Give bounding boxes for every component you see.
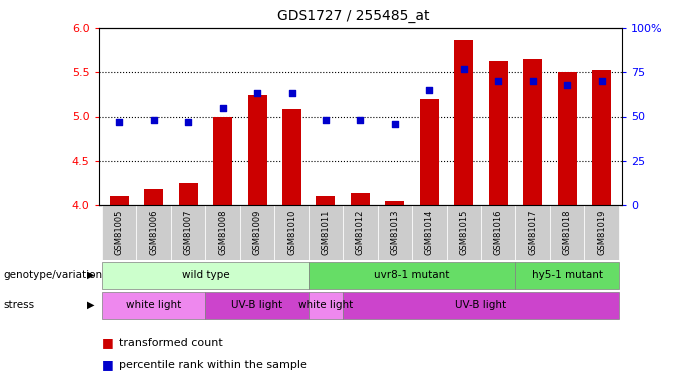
Text: white light: white light <box>126 300 182 310</box>
Bar <box>205 291 309 318</box>
Point <box>320 117 331 123</box>
Text: ▶: ▶ <box>86 270 95 280</box>
Bar <box>447 205 481 260</box>
Text: GSM81008: GSM81008 <box>218 209 227 255</box>
Text: ■: ■ <box>102 358 114 372</box>
Text: ▶: ▶ <box>86 300 95 310</box>
Text: transformed count: transformed count <box>119 338 223 348</box>
Bar <box>240 205 274 260</box>
Bar <box>592 70 611 205</box>
Bar <box>309 291 343 318</box>
Bar <box>515 261 619 288</box>
Text: GSM81013: GSM81013 <box>390 209 399 255</box>
Text: hy5-1 mutant: hy5-1 mutant <box>532 270 602 280</box>
Text: percentile rank within the sample: percentile rank within the sample <box>119 360 307 370</box>
Bar <box>515 205 550 260</box>
Bar <box>213 117 232 205</box>
Text: GSM81007: GSM81007 <box>184 209 192 255</box>
Bar <box>248 95 267 205</box>
Bar <box>282 110 301 205</box>
Text: GSM81005: GSM81005 <box>115 209 124 255</box>
Bar <box>550 205 584 260</box>
Text: GSM81011: GSM81011 <box>322 209 330 255</box>
Point <box>390 121 401 127</box>
Point <box>596 78 607 84</box>
Bar <box>102 291 205 318</box>
Point <box>527 78 538 84</box>
Bar <box>489 61 508 205</box>
Point <box>562 82 573 88</box>
Bar <box>351 194 370 205</box>
Text: GSM81010: GSM81010 <box>287 209 296 255</box>
Bar <box>412 205 447 260</box>
Point <box>355 117 366 123</box>
Bar <box>205 205 240 260</box>
Bar <box>171 205 205 260</box>
Point <box>424 87 435 93</box>
Text: stress: stress <box>3 300 35 310</box>
Text: GSM81012: GSM81012 <box>356 209 365 255</box>
Text: UV-B light: UV-B light <box>231 300 283 310</box>
Bar <box>316 196 335 205</box>
Bar <box>343 205 377 260</box>
Text: uvr8-1 mutant: uvr8-1 mutant <box>375 270 449 280</box>
Bar <box>343 291 619 318</box>
Bar <box>109 196 129 205</box>
Point <box>252 90 262 96</box>
Text: wild type: wild type <box>182 270 229 280</box>
Text: white light: white light <box>299 300 354 310</box>
Bar <box>454 39 473 205</box>
Text: GSM81019: GSM81019 <box>597 209 606 255</box>
Bar <box>137 205 171 260</box>
Text: UV-B light: UV-B light <box>456 300 507 310</box>
Text: GSM81009: GSM81009 <box>252 209 262 255</box>
Text: GSM81006: GSM81006 <box>149 209 158 255</box>
Bar <box>274 205 309 260</box>
Point <box>114 119 124 125</box>
Bar <box>420 99 439 205</box>
Bar <box>377 205 412 260</box>
Bar <box>102 205 137 260</box>
Text: GSM81017: GSM81017 <box>528 209 537 255</box>
Bar <box>144 189 163 205</box>
Point <box>217 105 228 111</box>
Bar <box>386 201 405 205</box>
Point <box>493 78 504 84</box>
Bar <box>584 205 619 260</box>
Bar <box>523 59 542 205</box>
Text: GDS1727 / 255485_at: GDS1727 / 255485_at <box>277 9 430 23</box>
Text: GSM81015: GSM81015 <box>459 209 469 255</box>
Text: GSM81014: GSM81014 <box>425 209 434 255</box>
Bar <box>179 183 198 205</box>
Bar <box>481 205 515 260</box>
Bar <box>309 205 343 260</box>
Bar <box>102 261 309 288</box>
Point <box>183 119 194 125</box>
Text: GSM81018: GSM81018 <box>562 209 572 255</box>
Point <box>148 117 159 123</box>
Bar <box>558 72 577 205</box>
Point <box>286 90 297 96</box>
Text: ■: ■ <box>102 336 114 349</box>
Point <box>458 66 469 72</box>
Bar <box>309 261 515 288</box>
Text: genotype/variation: genotype/variation <box>3 270 103 280</box>
Text: GSM81016: GSM81016 <box>494 209 503 255</box>
